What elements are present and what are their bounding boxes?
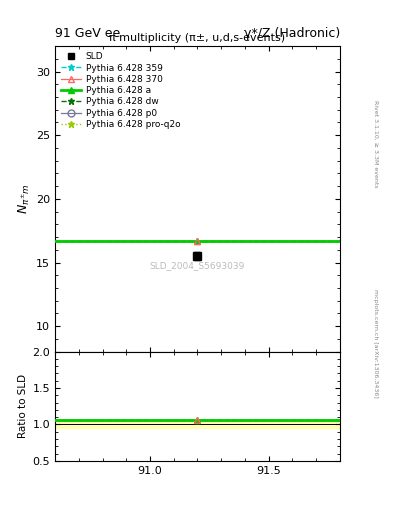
Legend: SLD, Pythia 6.428 359, Pythia 6.428 370, Pythia 6.428 a, Pythia 6.428 dw, Pythia: SLD, Pythia 6.428 359, Pythia 6.428 370,…: [59, 51, 182, 131]
Text: γ*/Z (Hadronic): γ*/Z (Hadronic): [244, 27, 340, 40]
Y-axis label: Ratio to SLD: Ratio to SLD: [18, 374, 28, 438]
Text: Rivet 3.1.10, ≥ 3.3M events: Rivet 3.1.10, ≥ 3.3M events: [373, 99, 378, 187]
Text: 91 GeV ee: 91 GeV ee: [55, 27, 120, 40]
Bar: [55, 421, 340, 428]
Text: SLD_2004_S5693039: SLD_2004_S5693039: [150, 262, 245, 271]
Text: mcplots.cern.ch [arXiv:1306.3436]: mcplots.cern.ch [arXiv:1306.3436]: [373, 289, 378, 397]
Y-axis label: $N_{\pi^{\pm}m}$: $N_{\pi^{\pm}m}$: [17, 184, 32, 214]
Title: π multiplicity (π±, u,d,s-events): π multiplicity (π±, u,d,s-events): [109, 33, 286, 42]
